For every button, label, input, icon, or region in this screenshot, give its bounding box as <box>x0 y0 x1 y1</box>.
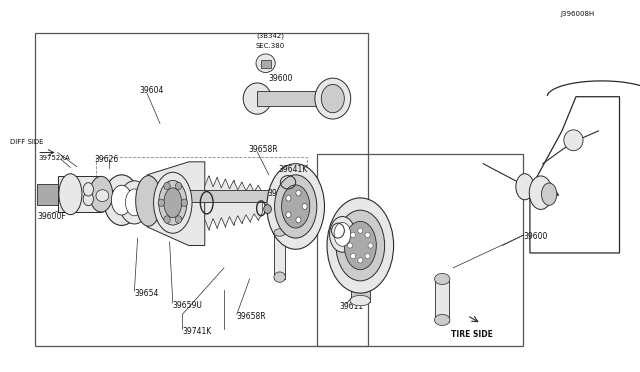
Ellipse shape <box>181 199 188 206</box>
Ellipse shape <box>164 216 170 223</box>
Text: 39658R: 39658R <box>237 312 266 321</box>
Ellipse shape <box>321 84 344 113</box>
Ellipse shape <box>275 175 317 238</box>
Ellipse shape <box>365 253 370 259</box>
Ellipse shape <box>288 190 301 202</box>
Bar <box>37 184 70 205</box>
Text: 39752XA: 39752XA <box>38 155 70 161</box>
Polygon shape <box>147 162 205 246</box>
Ellipse shape <box>282 185 310 228</box>
Ellipse shape <box>336 210 385 281</box>
Ellipse shape <box>330 217 355 252</box>
Ellipse shape <box>564 130 583 151</box>
Bar <box>35 33 368 346</box>
Ellipse shape <box>119 181 150 224</box>
Ellipse shape <box>296 190 301 196</box>
Ellipse shape <box>274 272 285 282</box>
Ellipse shape <box>315 78 351 119</box>
Bar <box>102 190 294 202</box>
Text: 39654: 39654 <box>134 289 159 298</box>
Ellipse shape <box>125 189 143 216</box>
Bar <box>261 60 271 68</box>
Ellipse shape <box>349 262 372 275</box>
Ellipse shape <box>164 182 170 190</box>
Ellipse shape <box>256 54 275 73</box>
Polygon shape <box>205 176 262 230</box>
Ellipse shape <box>350 295 371 306</box>
Text: DIFF SIDE: DIFF SIDE <box>10 139 43 145</box>
Text: 39658R: 39658R <box>248 145 278 154</box>
Ellipse shape <box>286 195 291 201</box>
Ellipse shape <box>334 222 351 246</box>
Ellipse shape <box>302 203 307 209</box>
Text: 39659U: 39659U <box>173 301 203 310</box>
Ellipse shape <box>286 212 291 218</box>
Ellipse shape <box>83 183 93 196</box>
Ellipse shape <box>327 198 394 293</box>
Text: 39626: 39626 <box>95 155 119 164</box>
Bar <box>96 157 307 212</box>
Text: (3B342): (3B342) <box>256 32 284 39</box>
Ellipse shape <box>529 176 552 209</box>
Ellipse shape <box>90 176 113 212</box>
Ellipse shape <box>267 164 324 249</box>
Ellipse shape <box>368 243 373 248</box>
Bar <box>274 232 285 279</box>
Bar <box>351 268 370 302</box>
Text: J396008H: J396008H <box>560 11 595 17</box>
Text: 39741K: 39741K <box>182 327 212 336</box>
Ellipse shape <box>59 174 82 215</box>
Ellipse shape <box>175 182 182 190</box>
Ellipse shape <box>358 228 363 233</box>
Bar <box>58 176 101 212</box>
Bar <box>317 154 523 346</box>
Ellipse shape <box>351 253 356 259</box>
Ellipse shape <box>264 205 271 214</box>
Ellipse shape <box>111 185 132 215</box>
Ellipse shape <box>541 183 557 205</box>
Ellipse shape <box>158 199 164 206</box>
Ellipse shape <box>348 243 353 248</box>
Ellipse shape <box>136 176 161 226</box>
Ellipse shape <box>96 190 109 202</box>
Ellipse shape <box>104 175 140 225</box>
Ellipse shape <box>351 232 356 238</box>
Ellipse shape <box>358 258 363 263</box>
Bar <box>435 278 449 322</box>
Text: 39604: 39604 <box>140 86 164 94</box>
Ellipse shape <box>344 221 376 270</box>
Text: 39600F: 39600F <box>37 212 66 221</box>
Text: SEC.380: SEC.380 <box>256 43 285 49</box>
Bar <box>257 91 331 106</box>
Ellipse shape <box>296 217 301 223</box>
Ellipse shape <box>159 180 187 225</box>
Text: TIRE SIDE: TIRE SIDE <box>451 330 493 339</box>
Text: 39658U: 39658U <box>268 189 297 198</box>
Ellipse shape <box>435 314 450 326</box>
Text: 39611: 39611 <box>339 302 364 311</box>
Text: 39634: 39634 <box>351 216 375 225</box>
Text: 39600: 39600 <box>524 232 548 241</box>
Ellipse shape <box>365 232 370 238</box>
Ellipse shape <box>274 229 285 236</box>
Ellipse shape <box>164 188 182 218</box>
Ellipse shape <box>154 172 192 233</box>
Ellipse shape <box>243 83 271 114</box>
Ellipse shape <box>516 174 534 200</box>
Text: 39641K: 39641K <box>278 165 308 174</box>
Ellipse shape <box>435 273 450 285</box>
Ellipse shape <box>83 192 93 206</box>
Text: 39600: 39600 <box>269 74 293 83</box>
Ellipse shape <box>175 216 182 223</box>
